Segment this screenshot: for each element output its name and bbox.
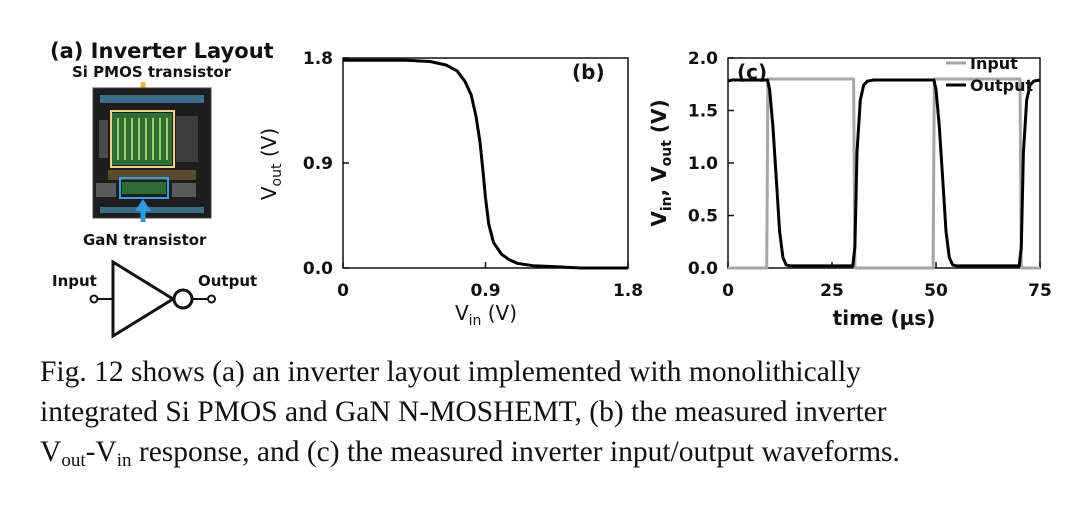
b-y-tick-label: 1.8 xyxy=(303,49,333,69)
c-x-axis-title: time (µs) xyxy=(833,306,936,330)
c-y-tick-label: 2.0 xyxy=(688,49,718,69)
pmos-highlight-box xyxy=(110,110,175,168)
plot-frame-b xyxy=(342,57,629,269)
panel-b-transfer-chart: (b) 0.0 0.9 1.8 0 0.9 1.8 Vout (V) Vin (V) xyxy=(257,49,643,329)
c-y-tick-label: 1.5 xyxy=(688,102,718,122)
legend-label-output: Output xyxy=(970,76,1033,95)
b-series-line-series-0 xyxy=(343,58,628,270)
input-label: Input xyxy=(52,272,97,290)
c-y-tick-label: 1.0 xyxy=(688,154,718,174)
panel-b-label: (b) xyxy=(572,60,605,84)
inverter-symbol-icon: Input Output xyxy=(52,259,257,339)
gan-arrow-head-icon xyxy=(135,199,151,211)
c-series-line-output xyxy=(727,78,1041,268)
figure-caption: Fig. 12 shows (a) an inverter layout imp… xyxy=(40,352,1050,472)
panel-c-waveform-chart: (c) 0.00.51.01.52.0 0 25 50 75 Vin, Vout (V… xyxy=(647,49,1052,330)
panel-a-title: (a) Inverter Layout xyxy=(50,39,274,63)
caption-line-2: integrated Si PMOS and GaN N-MOSHEMT, (b… xyxy=(40,396,887,428)
caption-line-1: Fig. 12 shows (a) an inverter layout imp… xyxy=(40,356,861,388)
b-y-axis-title: Vout (V) xyxy=(257,128,285,200)
caption-line-3: Vout-Vin response, and (c) the measured … xyxy=(40,432,1050,472)
layout-micrograph xyxy=(92,87,212,219)
c-x-tick-label: 25 xyxy=(820,281,844,301)
b-x-axis-title: Vin (V) xyxy=(455,301,517,329)
b-x-tick-label: 1.8 xyxy=(613,281,643,301)
c-legend: Input Output xyxy=(946,54,1033,95)
caption-rest: response, and (c) the measured inverter … xyxy=(131,436,900,468)
b-x-tick-label: 0 xyxy=(337,281,349,301)
gan-highlight-box xyxy=(119,177,169,199)
caption-sub-in: in xyxy=(116,450,132,471)
b-y-tick-label: 0.9 xyxy=(303,154,333,174)
pmos-label: Si PMOS transistor xyxy=(72,63,232,81)
c-series-line-input xyxy=(728,77,1040,270)
c-x-tick-label: 0 xyxy=(722,281,734,301)
caption-sub-out: out xyxy=(61,450,86,471)
b-y-tick-label: 0.0 xyxy=(303,259,333,279)
caption-dash-v: -V xyxy=(85,436,117,468)
output-label: Output xyxy=(198,272,257,290)
gan-label: GaN transistor xyxy=(83,231,207,249)
b-x-tick-label: 0.9 xyxy=(470,281,500,301)
c-y-axis-title: Vin, Vout (V) xyxy=(647,99,675,226)
caption-v-out: V xyxy=(40,436,62,468)
c-y-tick-label: 0.5 xyxy=(688,207,718,227)
panel-a-inverter-layout: (a) Inverter Layout Si PMOS transistor xyxy=(50,39,274,339)
legend-label-input: Input xyxy=(970,54,1018,73)
c-y-tick-label: 0.0 xyxy=(688,259,718,279)
c-x-tick-label: 50 xyxy=(924,281,948,301)
figure-12: (a) Inverter Layout Si PMOS transistor xyxy=(50,39,1052,339)
c-x-tick-label: 75 xyxy=(1028,281,1052,301)
